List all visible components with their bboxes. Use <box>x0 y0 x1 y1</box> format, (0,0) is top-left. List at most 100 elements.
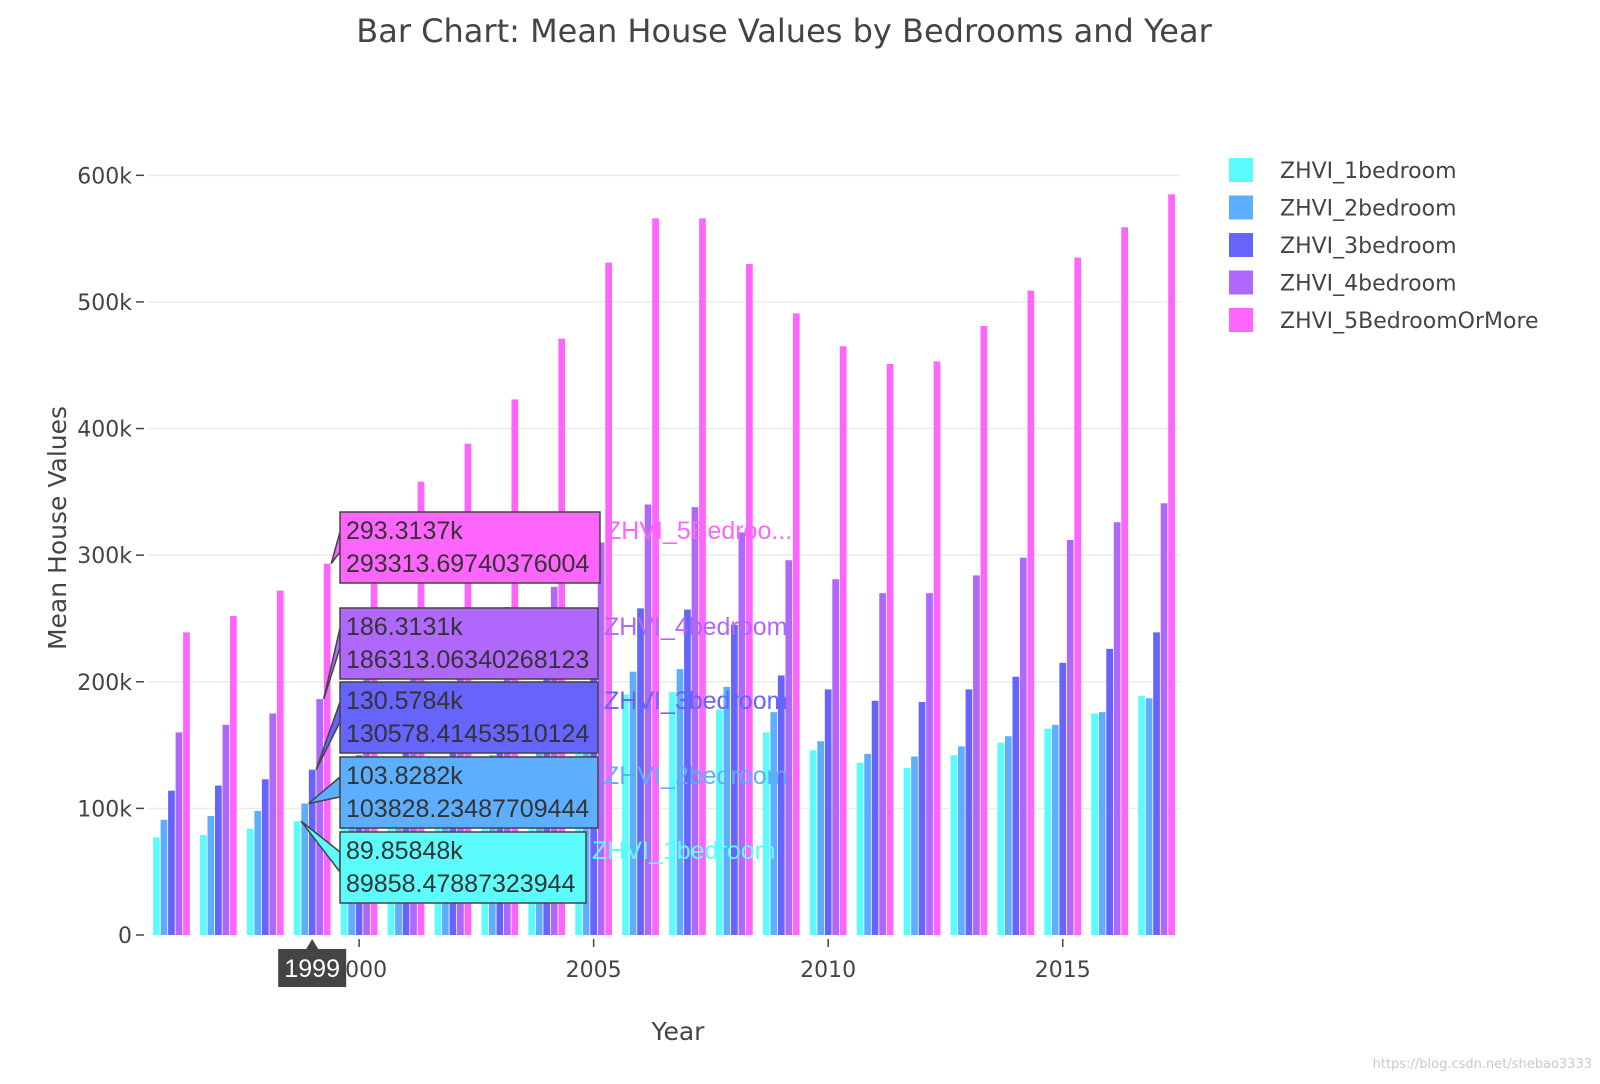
bar-ZHVI_5BedroomOrMore-1996[interactable] <box>183 632 190 935</box>
bar-ZHVI_5BedroomOrMore-2012[interactable] <box>933 361 941 935</box>
bar-ZHVI_2bedroom-2007[interactable] <box>676 669 684 935</box>
bar-ZHVI_4bedroom-2012[interactable] <box>926 593 933 935</box>
bar-ZHVI_3bedroom-2010[interactable] <box>824 689 832 935</box>
bar-ZHVI_1bedroom-1998[interactable] <box>246 828 254 935</box>
bar-ZHVI_3bedroom-2012[interactable] <box>918 702 926 935</box>
bar-ZHVI_5BedroomOrMore-2015[interactable] <box>1074 257 1082 935</box>
bar-ZHVI_2bedroom-1998[interactable] <box>254 810 262 935</box>
bar-ZHVI_3bedroom-2014[interactable] <box>1012 676 1020 935</box>
hover-x-label: 1999 <box>284 955 340 983</box>
bar-ZHVI_4bedroom-2007[interactable] <box>691 507 699 935</box>
legend-label-ZHVI_2bedroom[interactable]: ZHVI_2bedroom <box>1280 197 1457 222</box>
bar-ZHVI_2bedroom-2017[interactable] <box>1145 698 1153 935</box>
bar-ZHVI_1bedroom-2012[interactable] <box>903 767 911 935</box>
legend-label-ZHVI_4bedroom[interactable]: ZHVI_4bedroom <box>1280 272 1457 297</box>
bar-ZHVI_5BedroomOrMore-1998[interactable] <box>276 590 284 935</box>
bar-ZHVI_5BedroomOrMore-2006[interactable] <box>652 218 659 935</box>
bar-ZHVI_4bedroom-2013[interactable] <box>973 575 980 935</box>
legend-label-ZHVI_1bedroom[interactable]: ZHVI_1bedroom <box>1280 159 1457 184</box>
bar-ZHVI_3bedroom-2008[interactable] <box>731 624 738 935</box>
hover-series-name: ZHVI_2bedroom <box>604 762 787 790</box>
bar-ZHVI_4bedroom-2014[interactable] <box>1019 557 1027 935</box>
bar-ZHVI_5BedroomOrMore-2017[interactable] <box>1168 194 1175 935</box>
bar-ZHVI_3bedroom-2007[interactable] <box>684 609 691 935</box>
bar-ZHVI_3bedroom-2016[interactable] <box>1106 648 1113 935</box>
bar-ZHVI_5BedroomOrMore-1999[interactable] <box>323 563 331 935</box>
bar-ZHVI_5BedroomOrMore-2016[interactable] <box>1121 227 1128 935</box>
bar-ZHVI_3bedroom-2015[interactable] <box>1059 662 1067 935</box>
bar-ZHVI_2bedroom-2015[interactable] <box>1051 724 1059 935</box>
bar-ZHVI_1bedroom-2007[interactable] <box>669 691 676 935</box>
bar-ZHVI_3bedroom-1997[interactable] <box>215 785 222 935</box>
hover-labels: 293.3137k 293313.69740376004 ZHVI_5Bedroo.… <box>278 511 792 987</box>
bar-ZHVI_4bedroom-2017[interactable] <box>1160 503 1168 935</box>
bar-ZHVI_3bedroom-1999[interactable] <box>308 769 316 935</box>
bar-ZHVI_1bedroom-2008[interactable] <box>716 709 723 935</box>
hover-series-name: ZHVI_5Bedroo... <box>606 517 792 545</box>
bar-ZHVI_5BedroomOrMore-2014[interactable] <box>1027 290 1035 936</box>
bar-ZHVI_1bedroom-1999[interactable] <box>293 821 301 935</box>
bar-ZHVI_1bedroom-2009[interactable] <box>762 732 770 935</box>
bar-ZHVI_4bedroom-1998[interactable] <box>269 713 277 935</box>
legend-swatch-ZHVI_2bedroom[interactable] <box>1229 195 1253 220</box>
bar-ZHVI_4bedroom-1996[interactable] <box>175 732 183 935</box>
bar-ZHVI_4bedroom-2010[interactable] <box>832 579 840 935</box>
bar-ZHVI_2bedroom-2009[interactable] <box>770 712 778 935</box>
bar-ZHVI_1bedroom-2011[interactable] <box>856 762 864 935</box>
bar-ZHVI_1bedroom-1996[interactable] <box>153 837 160 935</box>
legend-swatch-ZHVI_3bedroom[interactable] <box>1229 233 1253 257</box>
bar-ZHVI_2bedroom-2008[interactable] <box>723 686 731 935</box>
bar-ZHVI_2bedroom-2012[interactable] <box>911 756 918 935</box>
bar-ZHVI_1bedroom-1997[interactable] <box>200 834 207 935</box>
bar-ZHVI_5BedroomOrMore-2008[interactable] <box>746 263 753 935</box>
bar-ZHVI_5BedroomOrMore-2011[interactable] <box>886 363 894 935</box>
bar-ZHVI_3bedroom-2006[interactable] <box>637 608 644 935</box>
bar-ZHVI_3bedroom-2017[interactable] <box>1153 632 1160 935</box>
x-tick-label: 2015 <box>1035 958 1091 983</box>
bar-ZHVI_4bedroom-2015[interactable] <box>1066 539 1074 935</box>
legend-swatch-ZHVI_4bedroom[interactable] <box>1229 270 1253 295</box>
bar-ZHVI_3bedroom-2013[interactable] <box>965 689 973 935</box>
bar-ZHVI_2bedroom-2006[interactable] <box>629 671 637 935</box>
bar-ZHVI_4bedroom-1999[interactable] <box>316 699 324 935</box>
hover-x-pointer <box>306 939 319 949</box>
bar-ZHVI_1bedroom-2010[interactable] <box>809 750 817 935</box>
legend-swatch-ZHVI_1bedroom[interactable] <box>1229 158 1253 182</box>
legend-label-ZHVI_5BedroomOrMore[interactable]: ZHVI_5BedroomOrMore <box>1280 309 1539 334</box>
legend-label-ZHVI_3bedroom[interactable]: ZHVI_3bedroom <box>1280 234 1457 259</box>
y-tick-label: 0 <box>118 924 132 949</box>
bar-ZHVI_5BedroomOrMore-1997[interactable] <box>230 615 237 935</box>
bar-ZHVI_2bedroom-1999[interactable] <box>301 803 309 935</box>
bar-ZHVI_4bedroom-2006[interactable] <box>644 504 652 935</box>
bar-ZHVI_2bedroom-2016[interactable] <box>1098 712 1106 935</box>
bar-ZHVI_2bedroom-2014[interactable] <box>1004 736 1012 935</box>
bar-ZHVI_1bedroom-2014[interactable] <box>997 742 1005 935</box>
bar-ZHVI_2bedroom-2011[interactable] <box>864 753 871 935</box>
bar-ZHVI_4bedroom-1997[interactable] <box>222 724 230 935</box>
bar-ZHVI_3bedroom-2011[interactable] <box>871 700 879 935</box>
bar-ZHVI_5BedroomOrMore-2010[interactable] <box>839 346 847 935</box>
bar-ZHVI_1bedroom-2015[interactable] <box>1044 728 1052 935</box>
bar-ZHVI_1bedroom-2006[interactable] <box>622 694 629 935</box>
bar-ZHVI_4bedroom-2011[interactable] <box>879 593 886 935</box>
bar-ZHVI_5BedroomOrMore-2009[interactable] <box>792 313 800 935</box>
bar-ZHVI_2bedroom-2010[interactable] <box>817 741 825 935</box>
bar-ZHVI_4bedroom-2008[interactable] <box>738 532 746 935</box>
bar-ZHVI_1bedroom-2013[interactable] <box>950 755 958 935</box>
bar-ZHVI_5BedroomOrMore-2013[interactable] <box>980 325 988 935</box>
bar-ZHVI_3bedroom-2009[interactable] <box>777 675 785 935</box>
bar-ZHVI_2bedroom-1996[interactable] <box>160 819 168 935</box>
bar-ZHVI_2bedroom-2013[interactable] <box>958 746 965 935</box>
bar-ZHVI_5BedroomOrMore-2007[interactable] <box>699 218 706 935</box>
bar-ZHVI_4bedroom-2016[interactable] <box>1113 522 1121 935</box>
bar-ZHVI_1bedroom-2016[interactable] <box>1091 713 1098 935</box>
bar-ZHVI_2bedroom-1997[interactable] <box>207 815 215 935</box>
bar-ZHVI_3bedroom-1998[interactable] <box>261 779 269 935</box>
legend-swatch-ZHVI_5BedroomOrMore[interactable] <box>1229 308 1253 332</box>
x-axis-title: Year <box>651 1017 706 1046</box>
bar-ZHVI_4bedroom-2009[interactable] <box>785 560 793 935</box>
bar-ZHVI_4bedroom-2005[interactable] <box>597 542 605 936</box>
bar-ZHVI_1bedroom-2017[interactable] <box>1138 695 1145 935</box>
bar-ZHVI_3bedroom-1996[interactable] <box>168 790 175 935</box>
bar-ZHVI_5BedroomOrMore-2005[interactable] <box>605 262 612 935</box>
